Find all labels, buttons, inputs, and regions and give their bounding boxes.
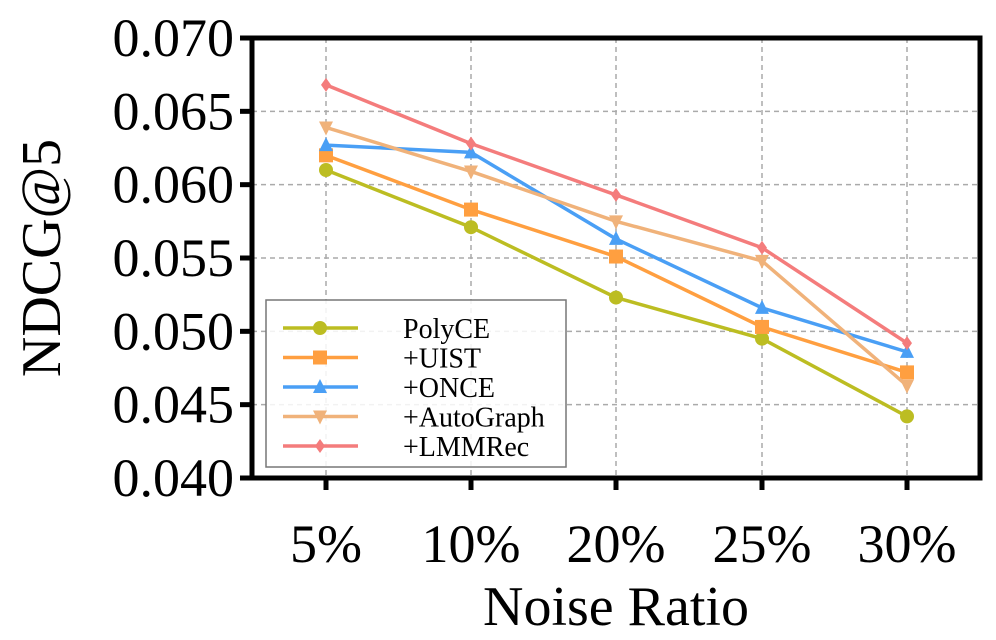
y-tick-label: 0.045: [113, 375, 235, 435]
y-tick-label: 0.060: [113, 155, 235, 215]
x-tick-label: 25%: [713, 514, 812, 574]
data-point: [609, 230, 623, 245]
legend: PolyCE+UIST+ONCE+AutoGraph+LMMRec: [265, 299, 567, 468]
data-point: [609, 215, 623, 230]
data-point: [609, 249, 623, 264]
legend-label: +AutoGraph: [403, 403, 545, 434]
legend-item: +LMMRec: [283, 432, 529, 463]
x-axis-label: Noise Ratio: [483, 576, 749, 638]
series-autograph: [319, 121, 914, 394]
data-point: [611, 187, 621, 202]
legend-item: +ONCE: [283, 373, 495, 404]
data-point: [464, 165, 478, 180]
legend-marker: [313, 410, 327, 425]
legend-item: +UIST: [283, 344, 481, 375]
x-tick-label: 5%: [290, 514, 362, 574]
legend-marker: [313, 379, 327, 393]
data-point: [902, 336, 912, 351]
y-tick-label: 0.065: [113, 81, 235, 141]
legend-marker: [313, 321, 327, 335]
data-point: [757, 240, 767, 255]
legend-label: PolyCE: [403, 314, 490, 345]
y-tick-label: 0.050: [113, 301, 235, 361]
data-point: [609, 290, 623, 305]
data-point: [900, 365, 914, 380]
x-tick-label: 20%: [567, 514, 666, 574]
data-point: [319, 148, 333, 163]
data-point: [900, 409, 914, 424]
data-point: [755, 299, 769, 314]
legend-label: +UIST: [403, 344, 481, 375]
series-once: [319, 137, 914, 358]
data-point: [900, 379, 914, 394]
data-point: [755, 254, 769, 269]
y-tick-label: 0.040: [113, 448, 235, 508]
series-lmmrec: [321, 77, 912, 351]
data-point: [319, 121, 333, 136]
y-tick-label: 0.055: [113, 228, 235, 288]
data-point: [319, 163, 333, 177]
series-group: [319, 77, 914, 424]
data-point: [464, 220, 478, 235]
data-point: [464, 144, 478, 159]
data-point: [466, 136, 476, 151]
legend-label: +ONCE: [403, 373, 495, 404]
series-polyce: [319, 163, 914, 424]
legend-marker: [315, 439, 325, 453]
data-point: [321, 77, 331, 92]
ticks: 0.040 0.045 0.050 0.055 0.060 0.065 0.070 5% 10%…: [113, 8, 957, 574]
data-point: [900, 343, 914, 358]
data-point: [755, 319, 769, 334]
legend-marker: [313, 350, 327, 365]
y-tick-label: 0.070: [113, 8, 235, 68]
legend-item: +AutoGraph: [283, 403, 545, 434]
data-point: [464, 202, 478, 217]
data-point: [755, 331, 769, 346]
legend-item: PolyCE: [283, 314, 490, 345]
y-axis-label: NDCG@5: [11, 139, 73, 377]
data-point: [319, 137, 333, 152]
x-tick-label: 10%: [422, 514, 521, 574]
x-tick-label: 30%: [858, 514, 957, 574]
series-uist: [319, 148, 914, 380]
legend-label: +LMMRec: [403, 432, 529, 463]
